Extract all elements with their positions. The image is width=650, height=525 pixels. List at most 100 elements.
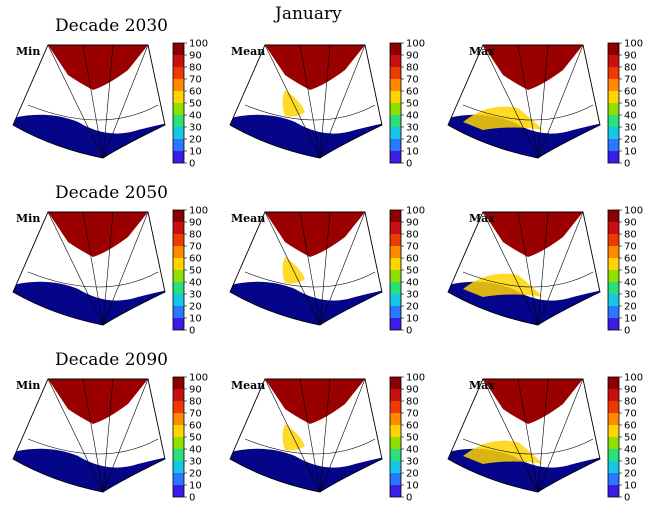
colorbar-tick-label: 70 [406, 75, 419, 86]
meridian-line [47, 379, 104, 492]
colorbar-tick-label: 100 [189, 39, 208, 50]
colorbar-tick-label: 20 [406, 469, 419, 480]
colorbar-tick-label: 60 [624, 254, 637, 265]
ice-transition-zone [282, 90, 305, 117]
colorbar-segment [608, 151, 619, 163]
colorbar-segment [608, 294, 619, 306]
meridian-line [299, 212, 321, 325]
colorbar-segment [608, 67, 619, 79]
parallel-line [244, 271, 376, 288]
colorbar-tick-label: 80 [406, 397, 419, 408]
colorbar-segment [173, 294, 184, 306]
colorbar-tick-label: 70 [406, 409, 419, 420]
colorbar-segment [390, 210, 401, 222]
colorbar-tick-label: 70 [624, 409, 637, 420]
colorbar-tick-label: 30 [406, 290, 419, 301]
meridian-line [537, 45, 584, 158]
colorbar-segment [608, 43, 619, 55]
colorbar-tick-label: 60 [189, 254, 202, 265]
parallel-line [27, 271, 159, 288]
colorbar-segment [173, 234, 184, 246]
colorbar-segment [608, 139, 619, 151]
colorbar-tick-label: 20 [624, 302, 637, 313]
colorbar-tick-label: 0 [406, 493, 412, 504]
colorbar-segment [390, 485, 401, 497]
map-panel [447, 44, 601, 159]
colorbar-segment [608, 246, 619, 258]
colorbar-segment [173, 222, 184, 234]
colorbar-tick-label: 50 [624, 433, 637, 444]
colorbar-segment [390, 234, 401, 246]
colorbar-segment [173, 246, 184, 258]
colorbar-tick-label: 10 [624, 147, 637, 158]
sea-ice-region [483, 212, 583, 257]
colorbar-tick-label: 60 [406, 254, 419, 265]
colorbar-tick-label: 90 [624, 51, 637, 62]
colorbar-segment [173, 210, 184, 222]
colorbar-segment [608, 127, 619, 139]
colorbar-tick-label: 30 [624, 123, 637, 134]
meridian-line [299, 379, 321, 492]
map-frame [229, 211, 383, 326]
colorbar-tick-label: 80 [624, 230, 637, 241]
meridian-line [264, 45, 321, 158]
map-frame [229, 378, 383, 493]
sea-ice-region [48, 45, 148, 90]
colorbar-tick-label: 90 [624, 385, 637, 396]
colorbar-tick-label: 40 [624, 445, 637, 456]
parallel-line [244, 438, 376, 455]
colorbar-tick-label: 100 [624, 373, 643, 384]
colorbar-tick-label: 40 [189, 278, 202, 289]
colorbar-segment [173, 318, 184, 330]
colorbar-tick-label: 40 [406, 445, 419, 456]
colorbar-tick-label: 100 [406, 206, 425, 217]
meridian-line [82, 379, 104, 492]
meridian-line [264, 379, 321, 492]
map-frame [447, 44, 601, 159]
meridian-line [517, 45, 539, 158]
panel-label: Max [469, 212, 495, 225]
map-frame [447, 378, 601, 493]
meridian-line [319, 212, 366, 325]
ice-transition-zone [463, 440, 543, 464]
colorbar-segment [390, 437, 401, 449]
colorbar-tick-label: 30 [624, 290, 637, 301]
colorbar-tick-label: 30 [624, 457, 637, 468]
colorbar-segment [390, 401, 401, 413]
meridian-line [482, 212, 539, 325]
colorbar-tick-label: 80 [406, 63, 419, 74]
colorbar-segment [390, 43, 401, 55]
colorbar-tick-label: 40 [189, 445, 202, 456]
colorbar-segment [173, 55, 184, 67]
panel-label: Mean [231, 212, 266, 225]
meridian-line [82, 45, 104, 158]
meridian-line [102, 379, 114, 492]
colorbar-tick-label: 50 [624, 266, 637, 277]
meridian-line [537, 212, 549, 325]
colorbar-segment [173, 67, 184, 79]
colorbar-tick-label: 50 [189, 266, 202, 277]
colorbar-segment [173, 413, 184, 425]
colorbar-tick-label: 90 [406, 218, 419, 229]
meridian-line [102, 212, 149, 325]
colorbar-tick-label: 10 [624, 481, 637, 492]
colorbar-segment [608, 282, 619, 294]
sea-ice-region [265, 212, 365, 257]
colorbar-tick-label: 10 [406, 481, 419, 492]
colorbar-segment [390, 139, 401, 151]
colorbar-segment [390, 449, 401, 461]
parallel-line [462, 104, 594, 121]
colorbar-tick-label: 40 [624, 111, 637, 122]
ice-transition-zone [463, 106, 543, 130]
colorbar-segment [390, 270, 401, 282]
map-panel [229, 211, 383, 326]
colorbar-segment [390, 79, 401, 91]
colorbar-segment [390, 294, 401, 306]
colorbar-tick-label: 70 [406, 242, 419, 253]
colorbar-tick-label: 10 [189, 481, 202, 492]
meridian-line [537, 45, 549, 158]
